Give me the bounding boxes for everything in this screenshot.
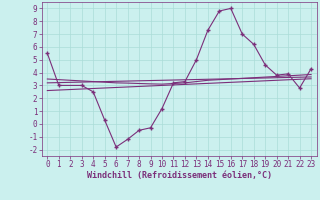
X-axis label: Windchill (Refroidissement éolien,°C): Windchill (Refroidissement éolien,°C)	[87, 171, 272, 180]
